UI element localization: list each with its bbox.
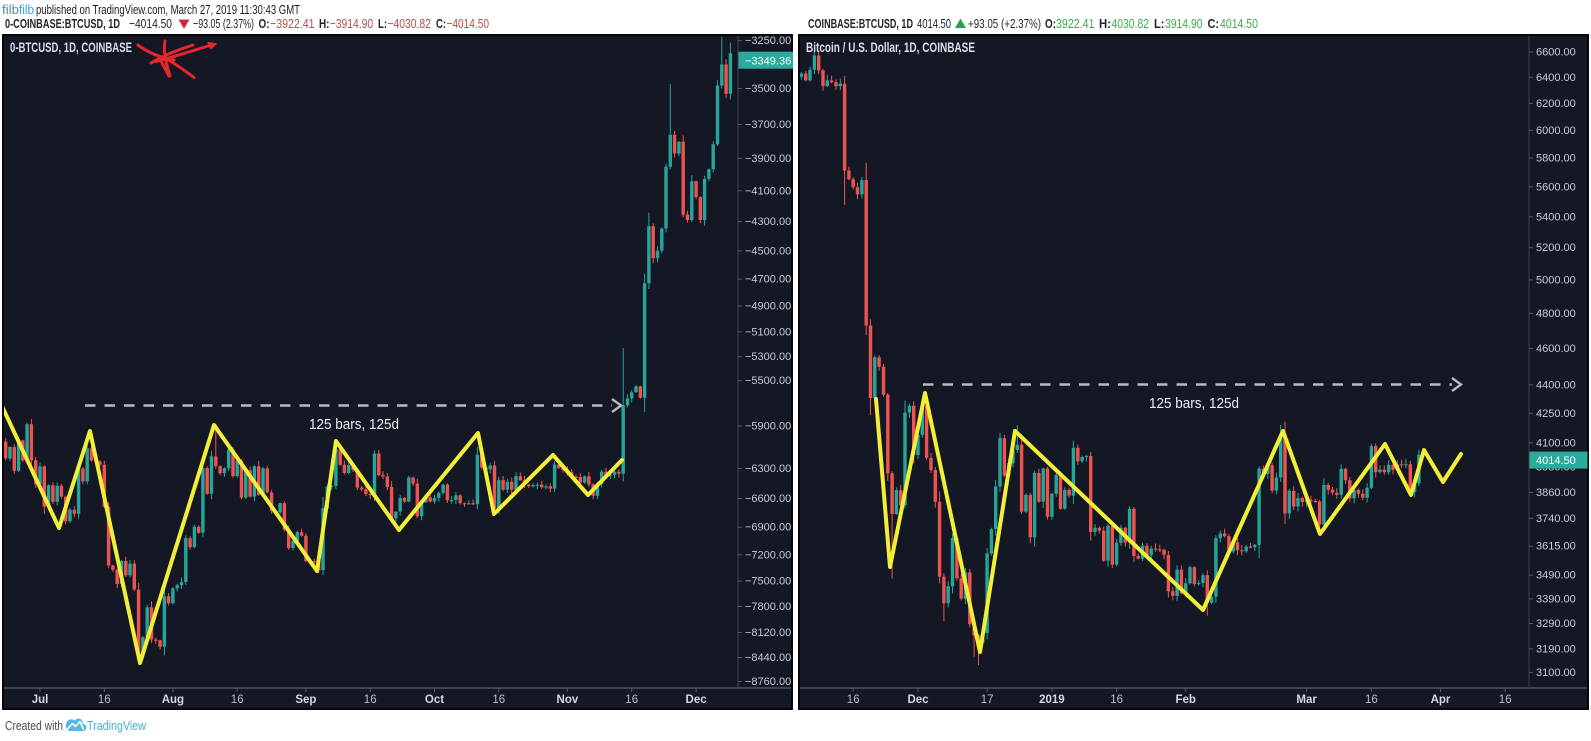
svg-text:3490.00: 3490.00 bbox=[1536, 570, 1576, 582]
svg-text:−7200.00: −7200.00 bbox=[745, 549, 791, 561]
svg-text:Apr: Apr bbox=[1431, 694, 1451, 706]
svg-text:5600.00: 5600.00 bbox=[1536, 181, 1576, 193]
svg-text:filb: filb bbox=[2, 3, 19, 17]
svg-text:4250.00: 4250.00 bbox=[1536, 408, 1576, 420]
svg-text:filb: filb bbox=[19, 3, 34, 17]
svg-text:3390.00: 3390.00 bbox=[1536, 593, 1576, 605]
svg-text:3914.90: 3914.90 bbox=[1165, 16, 1203, 31]
svg-text:16: 16 bbox=[847, 694, 860, 706]
svg-text:Aug: Aug bbox=[162, 694, 184, 706]
svg-text:published on TradingView.com,: published on TradingView.com, March 27, … bbox=[36, 3, 300, 17]
svg-text:−4300.00: −4300.00 bbox=[745, 216, 791, 228]
svg-text:−3900.00: −3900.00 bbox=[745, 153, 791, 165]
svg-text:5800.00: 5800.00 bbox=[1536, 153, 1576, 165]
svg-text:L:: L: bbox=[378, 16, 387, 31]
svg-text:−3914.90: −3914.90 bbox=[330, 16, 373, 31]
svg-text:6600.00: 6600.00 bbox=[1536, 47, 1576, 59]
svg-text:L:: L: bbox=[1154, 16, 1165, 31]
svg-text:3615.00: 3615.00 bbox=[1536, 541, 1576, 553]
svg-text:−4030.82: −4030.82 bbox=[388, 16, 431, 31]
svg-text:C:: C: bbox=[1208, 16, 1220, 31]
svg-text:5000.00: 5000.00 bbox=[1536, 274, 1576, 286]
svg-text:16: 16 bbox=[1365, 694, 1378, 706]
svg-text:Oct: Oct bbox=[425, 694, 444, 706]
svg-text:−3349.36: −3349.36 bbox=[745, 55, 791, 67]
svg-text:16: 16 bbox=[492, 694, 505, 706]
svg-text:3922.41: 3922.41 bbox=[1056, 16, 1095, 31]
svg-text:−3500.00: −3500.00 bbox=[745, 83, 791, 95]
svg-text:4400.00: 4400.00 bbox=[1536, 379, 1576, 391]
svg-text:−4500.00: −4500.00 bbox=[745, 245, 791, 257]
svg-text:COINBASE:BTCUSD, 1D: COINBASE:BTCUSD, 1D bbox=[808, 16, 913, 31]
svg-text:+93.05 (+2.37%): +93.05 (+2.37%) bbox=[968, 16, 1041, 31]
svg-text:TradingView: TradingView bbox=[87, 718, 146, 733]
svg-text:Nov: Nov bbox=[557, 694, 579, 706]
svg-text:−5900.00: −5900.00 bbox=[745, 421, 791, 433]
svg-text:−5300.00: −5300.00 bbox=[745, 351, 791, 363]
svg-text:16: 16 bbox=[1110, 694, 1123, 706]
svg-text:−4700.00: −4700.00 bbox=[745, 274, 791, 286]
svg-text:16: 16 bbox=[98, 694, 111, 706]
svg-text:−6900.00: −6900.00 bbox=[745, 522, 791, 534]
svg-text:4014.50: 4014.50 bbox=[1220, 16, 1258, 31]
svg-text:−93.05 (2.37%): −93.05 (2.37%) bbox=[193, 16, 254, 31]
svg-text:−5100.00: −5100.00 bbox=[745, 326, 791, 338]
svg-text:−3700.00: −3700.00 bbox=[745, 119, 791, 131]
svg-text:3290.00: 3290.00 bbox=[1536, 618, 1576, 630]
svg-text:2019: 2019 bbox=[1039, 694, 1065, 706]
svg-text:Bitcoin / U.S. Dollar, 1D, COI: Bitcoin / U.S. Dollar, 1D, COINBASE bbox=[806, 39, 975, 55]
svg-text:Dec: Dec bbox=[686, 694, 708, 706]
svg-text:4014.50: 4014.50 bbox=[917, 16, 951, 31]
svg-text:6200.00: 6200.00 bbox=[1536, 98, 1576, 110]
svg-text:4100.00: 4100.00 bbox=[1536, 437, 1576, 449]
svg-text:Dec: Dec bbox=[907, 694, 929, 706]
svg-text:−5500.00: −5500.00 bbox=[745, 375, 791, 387]
svg-text:4800.00: 4800.00 bbox=[1536, 308, 1576, 320]
svg-text:−3922.41: −3922.41 bbox=[270, 16, 315, 31]
svg-text:5200.00: 5200.00 bbox=[1536, 242, 1576, 254]
svg-text:125 bars, 125d: 125 bars, 125d bbox=[1149, 395, 1239, 412]
svg-text:−4100.00: −4100.00 bbox=[745, 185, 791, 197]
svg-text:0-BTCUSD, 1D, COINBASE: 0-BTCUSD, 1D, COINBASE bbox=[10, 39, 132, 55]
svg-text:−4014.50: −4014.50 bbox=[447, 16, 490, 31]
svg-text:16: 16 bbox=[625, 694, 638, 706]
svg-text:Mar: Mar bbox=[1296, 694, 1317, 706]
svg-text:4600.00: 4600.00 bbox=[1536, 343, 1576, 355]
svg-text:−6300.00: −6300.00 bbox=[745, 463, 791, 475]
svg-text:16: 16 bbox=[231, 694, 244, 706]
svg-text:−7800.00: −7800.00 bbox=[745, 601, 791, 613]
svg-text:4030.82: 4030.82 bbox=[1112, 16, 1150, 31]
svg-text:O:: O: bbox=[259, 16, 270, 31]
svg-text:3740.00: 3740.00 bbox=[1536, 513, 1576, 525]
svg-text:−4014.50: −4014.50 bbox=[129, 16, 172, 31]
svg-text:5400.00: 5400.00 bbox=[1536, 211, 1576, 223]
svg-text:C:: C: bbox=[436, 16, 446, 31]
svg-text:125 bars, 125d: 125 bars, 125d bbox=[309, 416, 399, 433]
svg-text:0-COINBASE:BTCUSD, 1D: 0-COINBASE:BTCUSD, 1D bbox=[5, 16, 120, 31]
svg-text:3860.00: 3860.00 bbox=[1536, 487, 1576, 499]
svg-text:−8120.00: −8120.00 bbox=[745, 627, 791, 639]
svg-text:Created with: Created with bbox=[5, 719, 63, 733]
svg-text:3190.00: 3190.00 bbox=[1536, 643, 1576, 655]
svg-text:H:: H: bbox=[1099, 16, 1111, 31]
svg-text:Sep: Sep bbox=[295, 694, 316, 706]
svg-text:−6600.00: −6600.00 bbox=[745, 493, 791, 505]
svg-text:−8440.00: −8440.00 bbox=[745, 652, 791, 664]
svg-text:−8760.00: −8760.00 bbox=[745, 676, 791, 688]
svg-text:−7500.00: −7500.00 bbox=[745, 576, 791, 588]
svg-text:−3250.00: −3250.00 bbox=[745, 35, 791, 47]
svg-text:16: 16 bbox=[364, 694, 377, 706]
svg-text:17: 17 bbox=[981, 694, 994, 706]
svg-text:6000.00: 6000.00 bbox=[1536, 125, 1576, 137]
svg-text:6400.00: 6400.00 bbox=[1536, 72, 1576, 84]
svg-text:O:: O: bbox=[1045, 16, 1056, 31]
svg-text:Jul: Jul bbox=[32, 694, 49, 706]
svg-text:−4900.00: −4900.00 bbox=[745, 301, 791, 313]
svg-text:16: 16 bbox=[1499, 694, 1512, 706]
svg-text:3100.00: 3100.00 bbox=[1536, 667, 1576, 679]
svg-text:Feb: Feb bbox=[1175, 694, 1195, 706]
svg-text:4014.50: 4014.50 bbox=[1536, 455, 1576, 467]
svg-text:H:: H: bbox=[319, 16, 330, 31]
